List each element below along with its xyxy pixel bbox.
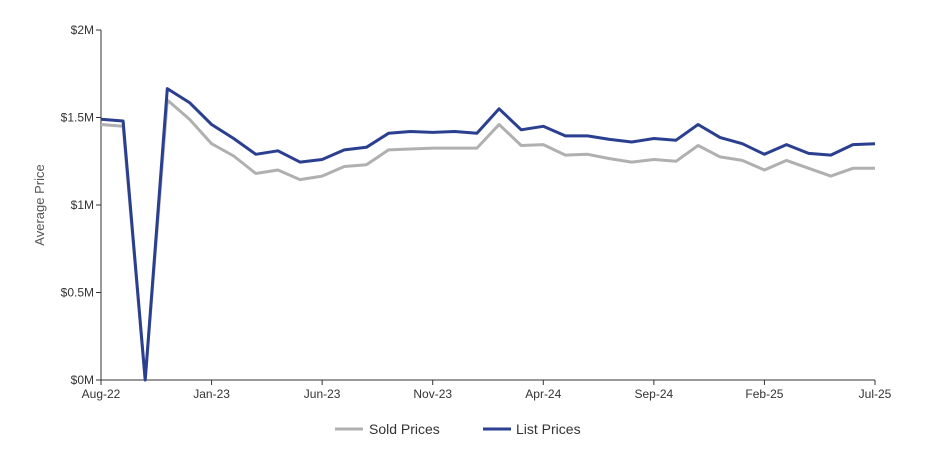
series-layer (100, 87, 876, 382)
y-tick-label: $0.5M (61, 286, 94, 300)
legend: Sold Prices List Prices (335, 421, 581, 437)
x-tick-label: Nov-23 (413, 387, 452, 401)
x-tick-label: Sep-24 (635, 387, 674, 401)
x-tick-label: Jan-23 (193, 387, 230, 401)
legend-label: Sold Prices (369, 421, 440, 437)
y-axis-title: Average Price (32, 164, 47, 245)
legend-label: List Prices (516, 421, 581, 437)
y-tick-label: $2M (71, 23, 94, 37)
y-tick-label: $1M (71, 198, 94, 212)
y-axis: $0M $0.5M $1M $1.5M $2M (61, 23, 102, 387)
x-tick-label: Feb-25 (745, 387, 783, 401)
x-tick-label: Aug-22 (82, 387, 121, 401)
y-tick-label: $1.5M (61, 111, 94, 125)
x-axis: Aug-22 Jan-23 Jun-23 Nov-23 Apr-24 Sep-24 Feb-… (82, 379, 892, 401)
x-tick-label: Jun-23 (304, 387, 341, 401)
series-line-list-prices (100, 87, 876, 382)
series-line-sold-prices (100, 98, 875, 382)
y-tick-label: $0M (71, 373, 94, 387)
x-tick-label: Jul-25 (859, 387, 892, 401)
x-tick-label: Apr-24 (525, 387, 561, 401)
